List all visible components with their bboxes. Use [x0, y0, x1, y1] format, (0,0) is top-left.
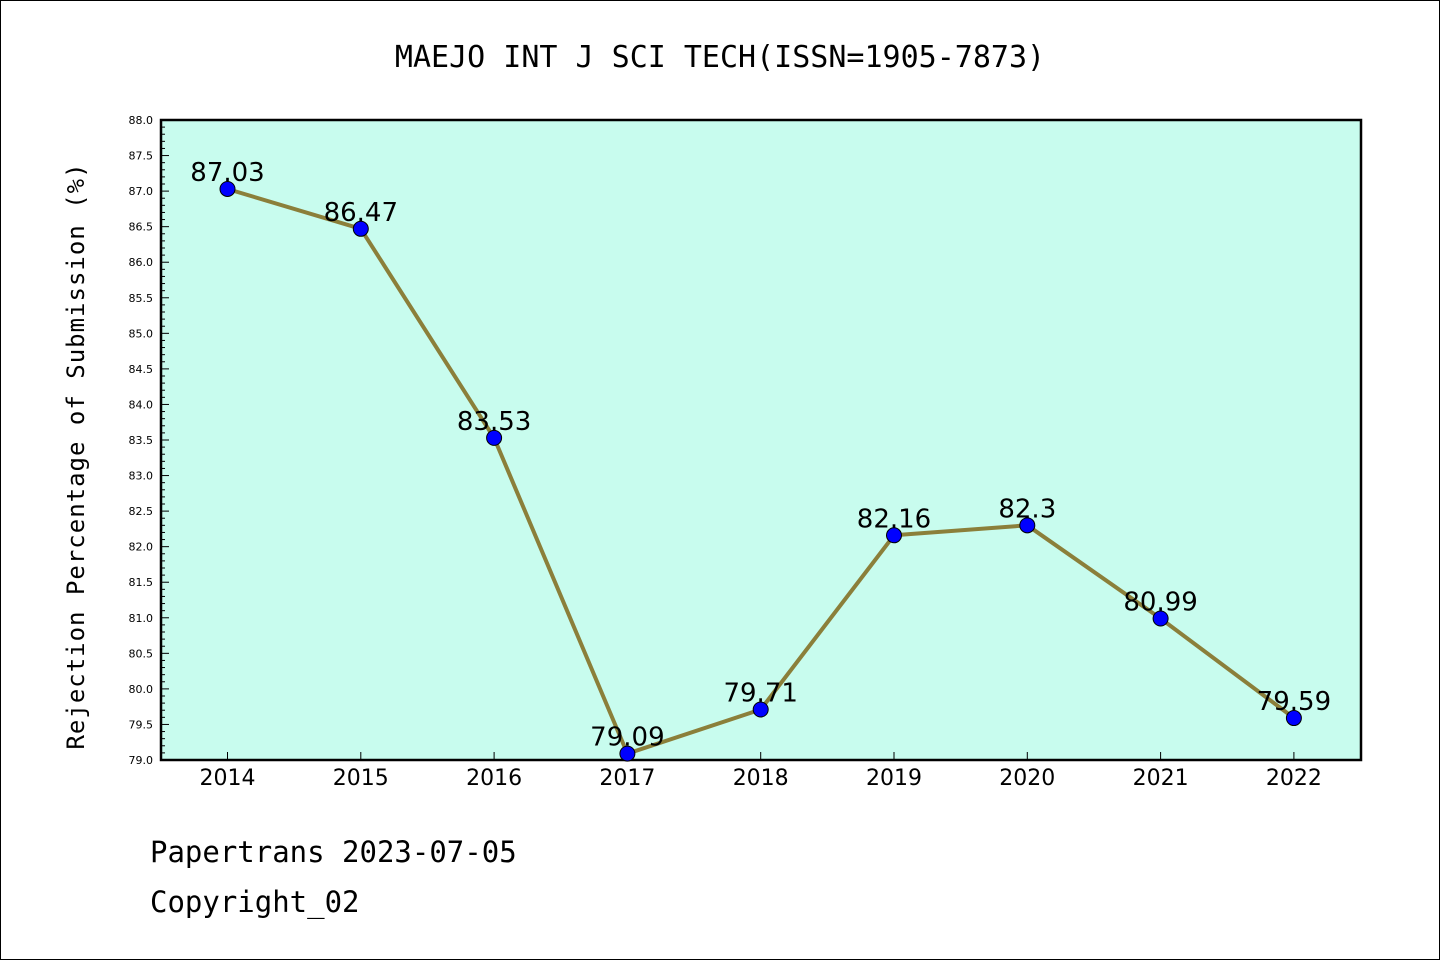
y-tick-label: 84.0 [129, 398, 154, 411]
data-point [886, 527, 902, 544]
x-tick-label: 2017 [599, 766, 655, 791]
footer-date-text: Papertrans 2023-07-05 [150, 835, 517, 869]
x-tick-label: 2019 [866, 766, 922, 791]
data-label: 86.47 [324, 198, 398, 228]
y-tick-label: 80.5 [129, 647, 154, 660]
y-axis-label: Rejection Percentage of Submission (%) [62, 162, 90, 749]
y-tick-label: 81.5 [129, 576, 154, 589]
y-tick-label: 83.5 [129, 434, 154, 447]
y-tick-label: 82.0 [129, 541, 154, 554]
data-label: 87.03 [190, 158, 264, 188]
y-tick-label: 87.0 [129, 185, 154, 198]
y-tick-label: 85.5 [129, 292, 154, 305]
data-point [352, 220, 369, 237]
x-tick-label: 2022 [1266, 766, 1322, 791]
y-tick-label: 87.5 [129, 150, 154, 163]
y-tick-label: 84.5 [129, 363, 154, 376]
data-label: 79.59 [1257, 687, 1331, 717]
data-point [219, 180, 236, 197]
x-axis: 2014 2015 2016 2017 2018 2019 2020 2021 2022 [200, 752, 1322, 791]
data-point [1285, 710, 1302, 727]
y-tick-label: 81.0 [129, 612, 154, 625]
x-tick-label: 2018 [733, 766, 789, 791]
y-tick-label: 88.0 [129, 114, 154, 127]
data-series: 87.03 86.47 83.53 79.09 79.71 82.16 82.3 80.99 7… [190, 158, 1331, 762]
y-tick-label: 83.0 [129, 470, 154, 483]
x-tick-label: 2021 [1133, 766, 1189, 791]
data-point [1152, 610, 1169, 627]
y-tick-label: 79.5 [129, 718, 154, 731]
data-point [752, 701, 769, 718]
y-tick-label: 79.0 [129, 754, 154, 767]
data-label: 82.3 [998, 494, 1056, 524]
data-label: 79.09 [590, 723, 664, 753]
x-tick-label: 2015 [333, 766, 389, 791]
y-tick-label: 85.0 [129, 327, 154, 340]
y-tick-label: 82.5 [129, 505, 154, 518]
footer-copyright-text: Copyright_02 [150, 885, 360, 919]
x-tick-label: 2016 [466, 766, 522, 791]
y-tick-label: 86.5 [129, 221, 154, 234]
data-label: 82.16 [857, 504, 931, 534]
data-label: 80.99 [1123, 587, 1197, 617]
x-tick-label: 2014 [200, 766, 256, 791]
data-point [619, 745, 636, 762]
chart-title: MAEJO INT J SCI TECH(ISSN=1905-7873) [395, 40, 1045, 75]
data-point [486, 429, 503, 446]
y-tick-label: 80.0 [129, 683, 154, 696]
data-point [1019, 517, 1036, 534]
data-label: 79.71 [723, 679, 797, 709]
y-axis: 79.0 79.5 80.0 80.5 81.0 81.5 82.0 82.5 83.0 83.5… [129, 114, 169, 767]
y-tick-label: 86.0 [129, 256, 154, 269]
x-tick-label: 2020 [999, 766, 1055, 791]
data-label: 83.53 [457, 407, 531, 437]
